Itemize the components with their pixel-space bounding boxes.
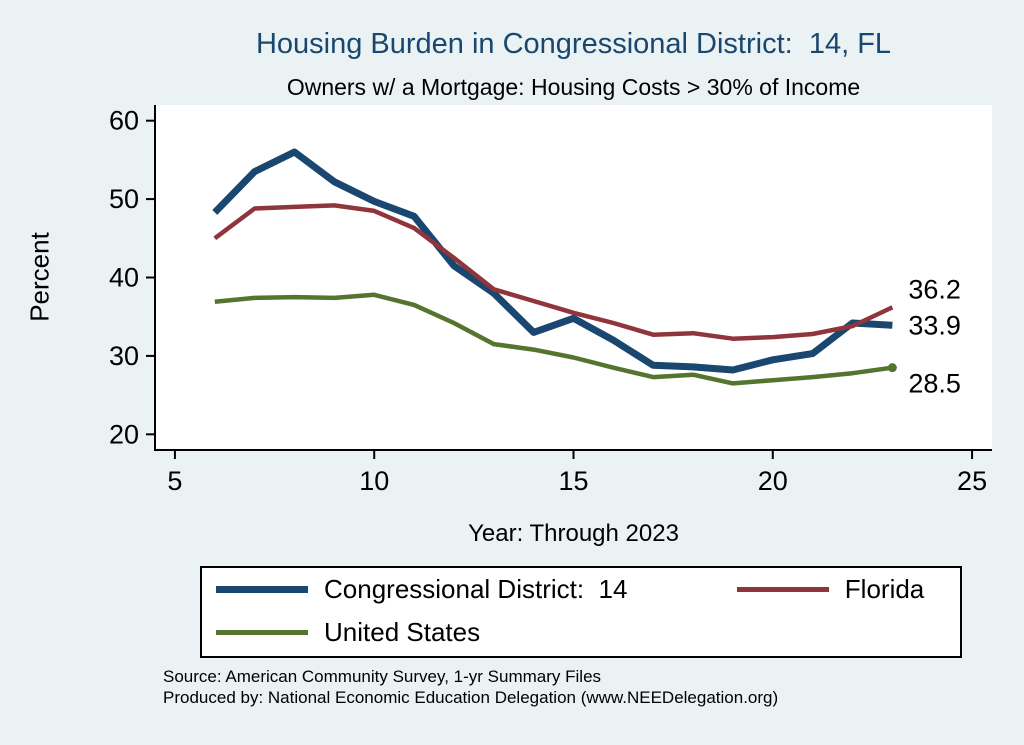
end-value-label: 28.5 <box>908 369 961 399</box>
x-tick-label: 10 <box>359 466 389 496</box>
chart-title: Housing Burden in Congressional District… <box>255 28 892 60</box>
y-tick-label: 30 <box>109 341 139 371</box>
x-tick-label: 25 <box>957 466 987 496</box>
legend-item-united-states: United States <box>216 617 737 648</box>
legend-label-united-states: United States <box>324 617 481 647</box>
legend-swatch-congressional-district <box>216 586 308 593</box>
legend: Congressional District: 14 Florida Unite… <box>200 566 962 658</box>
produced-by-line: Produced by: National Economic Education… <box>163 688 779 707</box>
chart-subtitle: Owners w/ a Mortgage: Housing Costs > 30… <box>286 74 861 100</box>
line-congressional-district-14 <box>212 148 893 374</box>
y-tick-label: 40 <box>109 263 139 293</box>
legend-label-florida: Florida <box>844 574 925 604</box>
legend-item-congressional-district: Congressional District: 14 <box>216 574 737 605</box>
legend-item-florida: Florida <box>736 574 960 605</box>
x-tick-label: 20 <box>758 466 788 496</box>
y-tick-label: 20 <box>109 419 139 449</box>
plot-area <box>155 105 992 450</box>
x-axis-title: Year: Through 2023 <box>468 520 679 547</box>
axis-lines <box>154 105 992 451</box>
y-tick-label: 50 <box>109 184 139 214</box>
legend-swatch-florida <box>736 587 829 592</box>
x-tick-label: 5 <box>167 466 182 496</box>
line-florida <box>213 203 894 341</box>
y-tick-label: 60 <box>109 106 139 136</box>
x-tick-label: 15 <box>558 466 588 496</box>
legend-label-congressional-district: Congressional District: 14 <box>324 574 628 604</box>
source-line: Source: American Community Survey, 1-yr … <box>163 667 602 686</box>
legend-swatch-united-states <box>216 630 308 635</box>
end-marker-united-states <box>887 363 897 373</box>
footer: Source: American Community Survey, 1-yr … <box>163 666 778 708</box>
line-united-states <box>214 292 893 386</box>
end-value-label: 36.2 <box>908 274 961 304</box>
end-value-label: 33.9 <box>908 310 961 340</box>
